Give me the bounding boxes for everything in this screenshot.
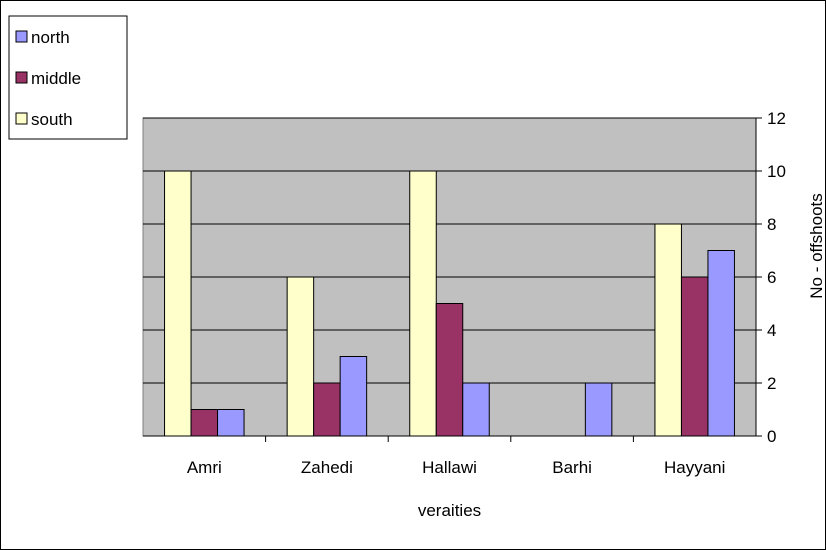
bar-north-barhi (584, 382, 613, 437)
legend-swatch-middle (15, 71, 28, 84)
bar-middle-hallawi (435, 303, 464, 437)
y-tick-label: 2 (767, 374, 776, 393)
bar-south-amri (164, 170, 192, 437)
bars (164, 170, 735, 437)
bar-north-amri (217, 409, 245, 437)
bar-middle-amri (190, 409, 219, 437)
y-tick-label: 10 (767, 162, 786, 181)
legend-box (8, 15, 128, 140)
bar-south-hallawi (409, 170, 437, 437)
y-tick-label: 12 (767, 109, 786, 128)
legend: north middle south (8, 15, 128, 140)
bar-north-zahedi (339, 356, 368, 437)
legend-label-south: south (31, 110, 73, 129)
x-axis-label: veraities (418, 501, 481, 520)
x-tick-label: Hayyani (664, 458, 725, 477)
bar-south-zahedi (286, 276, 315, 437)
bar-middle-hayyani (680, 276, 709, 437)
y-tick-label: 6 (767, 268, 776, 287)
y-tick-label: 8 (767, 215, 776, 234)
x-tick-label: Amri (187, 458, 222, 477)
x-tick-label: Hallawi (422, 458, 477, 477)
y-tick-labels: 0 2 4 6 8 10 12 (756, 109, 786, 446)
x-tick-label: Barhi (552, 458, 592, 477)
legend-swatch-north (15, 30, 28, 43)
bar-south-hayyani (654, 223, 682, 437)
bar-middle-zahedi (313, 382, 341, 437)
bar-north-hallawi (462, 382, 490, 437)
legend-label-north: north (31, 28, 70, 47)
x-tick-label: Zahedi (301, 458, 353, 477)
y-tick-label: 0 (767, 427, 776, 446)
bar-north-hayyani (707, 250, 735, 437)
y-tick-label: 4 (767, 321, 776, 340)
x-tick-labels: Amri Zahedi Hallawi Barhi Hayyani (187, 436, 725, 477)
y-axis-label: No - offshoots (807, 193, 826, 299)
legend-swatch-south (15, 112, 28, 125)
legend-label-middle: middle (31, 69, 81, 88)
